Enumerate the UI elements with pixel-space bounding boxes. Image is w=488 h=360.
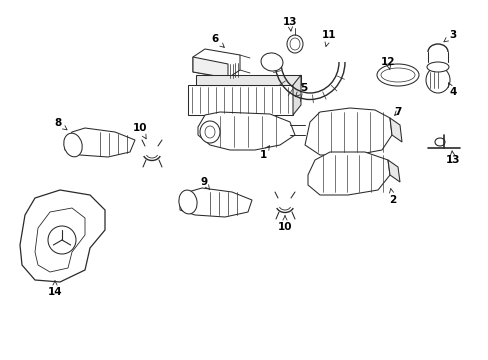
Text: 1: 1 bbox=[259, 146, 269, 160]
Ellipse shape bbox=[376, 64, 418, 86]
Text: 3: 3 bbox=[443, 30, 456, 42]
Text: 12: 12 bbox=[380, 57, 394, 70]
Ellipse shape bbox=[204, 126, 215, 138]
Text: 5: 5 bbox=[295, 83, 307, 96]
Ellipse shape bbox=[179, 190, 197, 214]
Text: 9: 9 bbox=[200, 177, 209, 190]
Polygon shape bbox=[193, 49, 240, 78]
Polygon shape bbox=[193, 57, 227, 78]
Text: 7: 7 bbox=[393, 107, 401, 117]
Polygon shape bbox=[305, 108, 391, 155]
Text: 10: 10 bbox=[277, 216, 292, 232]
Polygon shape bbox=[180, 188, 251, 217]
Text: 14: 14 bbox=[48, 281, 62, 297]
Polygon shape bbox=[198, 112, 294, 150]
Text: 13: 13 bbox=[282, 17, 297, 31]
Polygon shape bbox=[196, 75, 301, 85]
Polygon shape bbox=[65, 128, 135, 157]
Polygon shape bbox=[35, 208, 85, 272]
Ellipse shape bbox=[286, 35, 303, 53]
Text: 4: 4 bbox=[447, 83, 456, 97]
Polygon shape bbox=[187, 85, 292, 115]
Ellipse shape bbox=[63, 133, 82, 157]
Ellipse shape bbox=[434, 138, 444, 146]
Ellipse shape bbox=[200, 121, 220, 143]
Ellipse shape bbox=[380, 68, 414, 82]
Ellipse shape bbox=[261, 53, 283, 71]
Text: 2: 2 bbox=[388, 189, 396, 205]
Ellipse shape bbox=[426, 62, 448, 72]
Text: 13: 13 bbox=[445, 151, 459, 165]
Polygon shape bbox=[389, 118, 401, 142]
Ellipse shape bbox=[425, 67, 449, 93]
Ellipse shape bbox=[289, 38, 299, 50]
Polygon shape bbox=[292, 75, 301, 115]
Polygon shape bbox=[20, 190, 105, 282]
Text: 11: 11 bbox=[321, 30, 336, 46]
Text: 10: 10 bbox=[132, 123, 147, 139]
Polygon shape bbox=[307, 152, 389, 195]
Text: 6: 6 bbox=[211, 34, 224, 48]
Text: 8: 8 bbox=[54, 118, 67, 130]
Polygon shape bbox=[387, 160, 399, 182]
Ellipse shape bbox=[48, 226, 76, 254]
